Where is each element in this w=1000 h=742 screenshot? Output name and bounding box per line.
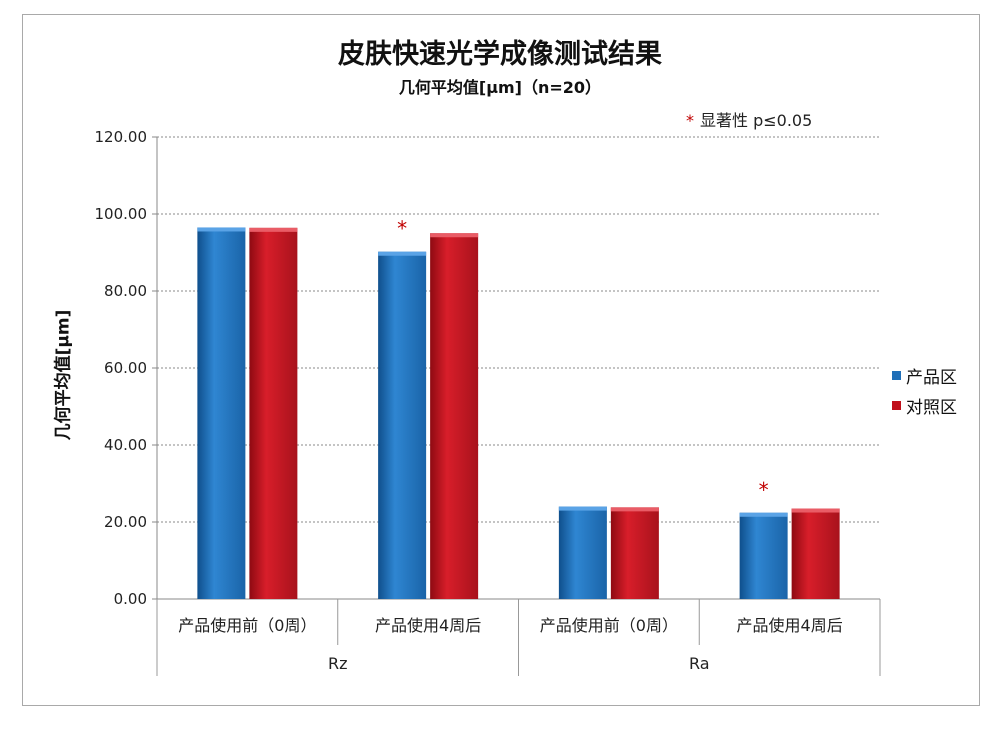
significance-marker: *: [759, 478, 769, 502]
significance-note-marker: *: [686, 111, 694, 130]
y-tick-label: 0.00: [114, 590, 147, 608]
legend-label-control: 对照区: [906, 397, 957, 418]
bar-product: [558, 506, 607, 599]
legend-swatch-product: [892, 370, 901, 380]
legend-swatch-control: [892, 400, 901, 410]
y-tick-label: 20.00: [104, 513, 147, 531]
bar-top-highlight: [610, 507, 659, 512]
bar-product: [378, 251, 427, 600]
category-label: 产品使用4周后: [375, 616, 481, 635]
group-label: Ra: [689, 654, 710, 673]
group-label: Rz: [328, 654, 348, 673]
y-tick-label: 80.00: [104, 282, 147, 300]
bar-top-highlight: [430, 233, 479, 238]
bar-top-highlight: [197, 227, 246, 232]
legend: 产品区 对照区: [892, 360, 957, 420]
legend-label-product: 产品区: [906, 367, 957, 388]
chart-title: 皮肤快速光学成像测试结果: [338, 39, 662, 70]
y-tick-label: 100.00: [95, 205, 148, 223]
legend-item-product: 产品区: [892, 360, 957, 390]
bar-top-highlight: [558, 506, 607, 511]
bar-top-highlight: [739, 512, 788, 517]
category-label: 产品使用前（0周）: [540, 616, 678, 635]
significance-note-text: 显著性 p≤0.05: [700, 111, 813, 130]
bar-product: [739, 512, 788, 599]
bar-control: [430, 233, 479, 599]
legend-item-control: 对照区: [892, 390, 957, 420]
bar-top-highlight: [791, 508, 840, 513]
y-tick-label: 60.00: [104, 359, 147, 377]
bar-control: [791, 508, 840, 599]
y-tick-label: 120.00: [95, 128, 148, 146]
significance-marker: *: [397, 217, 407, 241]
y-tick-label: 40.00: [104, 436, 147, 454]
significance-note: * 显著性 p≤0.05: [686, 107, 812, 131]
bar-control: [249, 227, 298, 600]
bar-product: [197, 227, 246, 599]
bar-top-highlight: [249, 227, 298, 232]
bar-top-highlight: [378, 251, 427, 256]
bar-control: [610, 507, 659, 599]
category-label: 产品使用4周后: [737, 616, 843, 635]
category-label: 产品使用前（0周）: [178, 616, 316, 635]
chart-subtitle: 几何平均值[μm]（n=20）: [398, 78, 602, 97]
